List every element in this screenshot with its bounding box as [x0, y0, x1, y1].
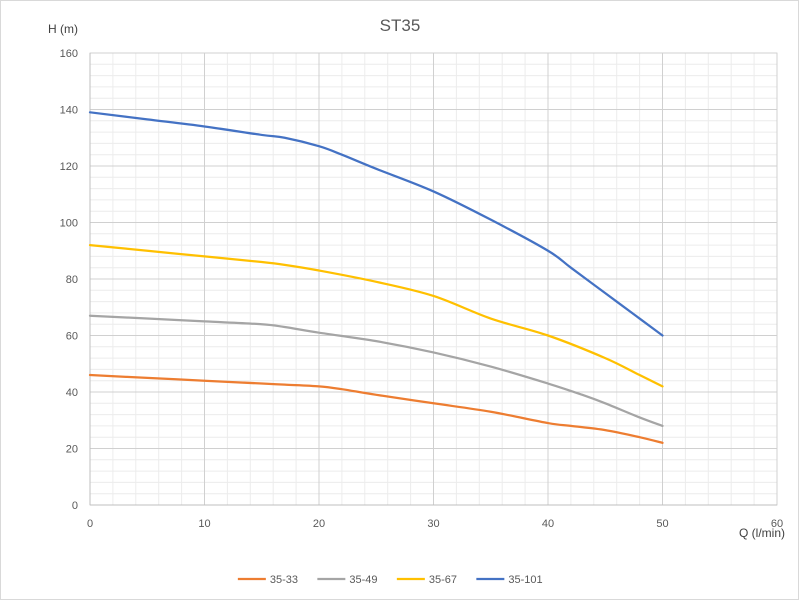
x-tick-label: 10 [198, 518, 210, 530]
legend-label-35-49: 35-49 [349, 574, 377, 586]
x-tick-label: 30 [427, 518, 439, 530]
y-tick-label: 140 [60, 105, 78, 117]
chart-title: ST35 [380, 16, 421, 35]
y-tick-label: 160 [60, 48, 78, 60]
y-tick-label: 100 [60, 218, 78, 230]
series-line-35-101 [88, 111, 664, 337]
y-tick-label: 80 [66, 274, 78, 286]
legend-label-35-67: 35-67 [429, 574, 457, 586]
y-tick-label: 40 [66, 387, 78, 399]
series-line-35-49 [88, 314, 664, 428]
legend-label-35-33: 35-33 [270, 574, 298, 586]
series-line-35-67 [88, 243, 664, 388]
x-tick-label: 0 [87, 518, 93, 530]
y-axis-title: H (m) [48, 22, 78, 36]
y-tick-label: 60 [66, 331, 78, 343]
series-line-35-33 [88, 373, 664, 444]
legend-label-35-101: 35-101 [508, 574, 542, 586]
x-axis-title: Q (l/min) [739, 526, 785, 540]
y-tick-label: 0 [72, 500, 78, 512]
x-tick-label: 20 [313, 518, 325, 530]
x-tick-label: 50 [656, 518, 668, 530]
y-tick-label: 120 [60, 161, 78, 173]
x-tick-label: 40 [542, 518, 554, 530]
x-tick-label: 60 [771, 518, 783, 530]
y-tick-label: 20 [66, 444, 78, 456]
